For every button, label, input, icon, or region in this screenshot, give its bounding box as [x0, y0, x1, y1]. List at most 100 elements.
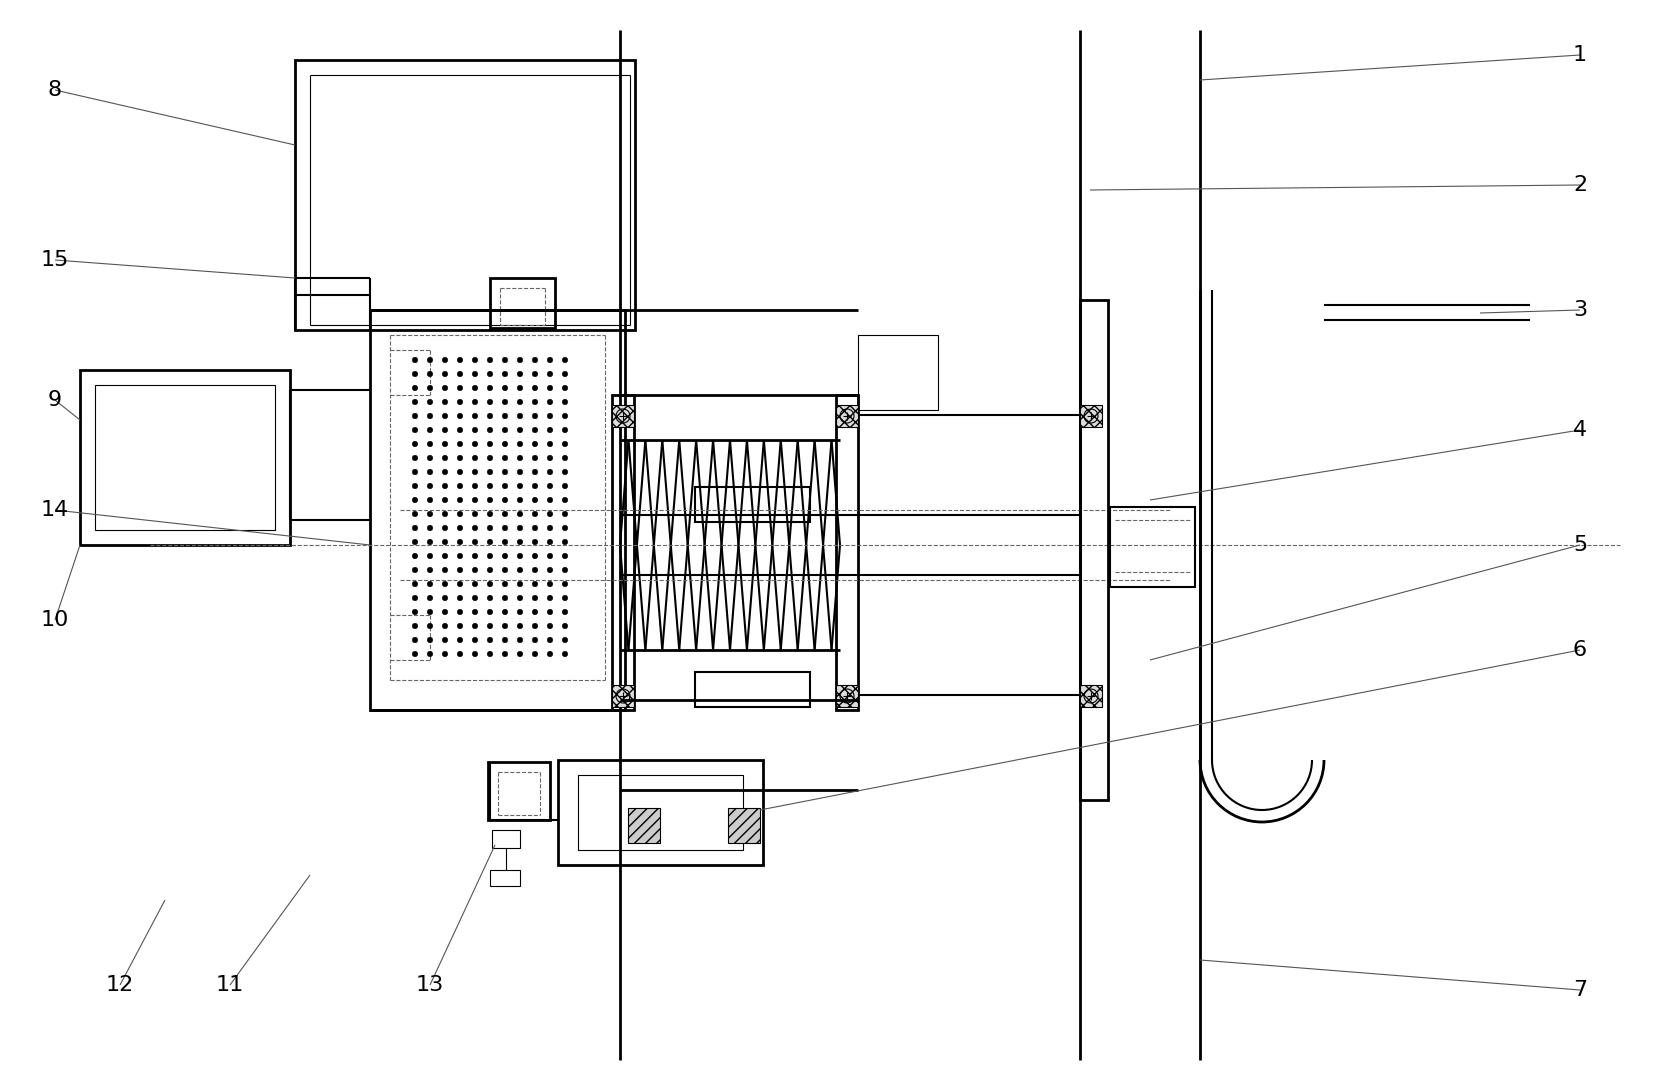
- Circle shape: [428, 539, 432, 545]
- Circle shape: [502, 497, 507, 502]
- Circle shape: [472, 455, 477, 461]
- Circle shape: [457, 427, 462, 432]
- Bar: [611, 405, 635, 427]
- Text: 6: 6: [1572, 640, 1587, 660]
- Circle shape: [502, 455, 507, 461]
- Circle shape: [442, 567, 447, 573]
- Circle shape: [532, 554, 539, 559]
- Text: 13: 13: [416, 975, 444, 995]
- Circle shape: [472, 371, 477, 377]
- Circle shape: [547, 497, 553, 502]
- Circle shape: [413, 385, 418, 391]
- Circle shape: [547, 483, 553, 489]
- Bar: [628, 808, 659, 843]
- Circle shape: [487, 357, 492, 363]
- Bar: [1080, 685, 1102, 707]
- Circle shape: [472, 385, 477, 391]
- Circle shape: [487, 427, 492, 432]
- Circle shape: [428, 525, 432, 531]
- Circle shape: [457, 371, 462, 377]
- Circle shape: [487, 400, 492, 405]
- Circle shape: [428, 455, 432, 461]
- Circle shape: [517, 624, 524, 629]
- Circle shape: [562, 483, 568, 489]
- Circle shape: [457, 624, 462, 629]
- Circle shape: [562, 357, 568, 363]
- Text: 3: 3: [1572, 300, 1587, 320]
- Circle shape: [428, 609, 432, 615]
- Circle shape: [517, 413, 524, 419]
- Circle shape: [547, 413, 553, 419]
- Circle shape: [532, 413, 539, 419]
- Circle shape: [413, 483, 418, 489]
- Circle shape: [517, 483, 524, 489]
- Circle shape: [428, 651, 432, 656]
- Circle shape: [562, 567, 568, 573]
- Circle shape: [487, 525, 492, 531]
- Text: 7: 7: [1572, 980, 1587, 1000]
- Circle shape: [457, 400, 462, 405]
- Circle shape: [487, 470, 492, 475]
- Bar: [1110, 507, 1195, 587]
- Circle shape: [457, 470, 462, 475]
- Circle shape: [472, 581, 477, 586]
- Circle shape: [413, 413, 418, 419]
- Circle shape: [547, 511, 553, 517]
- Circle shape: [428, 470, 432, 475]
- Circle shape: [487, 497, 492, 502]
- Circle shape: [502, 400, 507, 405]
- Circle shape: [547, 441, 553, 447]
- Bar: [837, 395, 858, 710]
- Circle shape: [457, 455, 462, 461]
- Circle shape: [413, 595, 418, 601]
- Circle shape: [502, 483, 507, 489]
- Circle shape: [547, 609, 553, 615]
- Circle shape: [547, 427, 553, 432]
- Bar: [694, 672, 810, 707]
- Bar: [80, 370, 290, 545]
- Text: 8: 8: [48, 80, 61, 100]
- Circle shape: [472, 567, 477, 573]
- Circle shape: [472, 427, 477, 432]
- Circle shape: [428, 624, 432, 629]
- Circle shape: [517, 581, 524, 586]
- Circle shape: [442, 539, 447, 545]
- Circle shape: [472, 624, 477, 629]
- Circle shape: [442, 483, 447, 489]
- Circle shape: [502, 511, 507, 517]
- Circle shape: [532, 385, 539, 391]
- Circle shape: [517, 539, 524, 545]
- Circle shape: [413, 371, 418, 377]
- Circle shape: [413, 357, 418, 363]
- Circle shape: [547, 385, 553, 391]
- Circle shape: [472, 413, 477, 419]
- Circle shape: [442, 638, 447, 643]
- Circle shape: [532, 525, 539, 531]
- Circle shape: [457, 497, 462, 502]
- Circle shape: [517, 497, 524, 502]
- Circle shape: [547, 371, 553, 377]
- Circle shape: [517, 470, 524, 475]
- Circle shape: [442, 441, 447, 447]
- Circle shape: [532, 581, 539, 586]
- Circle shape: [413, 470, 418, 475]
- Circle shape: [428, 385, 432, 391]
- Circle shape: [532, 638, 539, 643]
- Circle shape: [517, 371, 524, 377]
- Circle shape: [472, 638, 477, 643]
- Bar: [370, 310, 625, 710]
- Circle shape: [457, 441, 462, 447]
- Circle shape: [517, 427, 524, 432]
- Circle shape: [428, 511, 432, 517]
- Circle shape: [532, 357, 539, 363]
- Circle shape: [487, 609, 492, 615]
- Circle shape: [457, 511, 462, 517]
- Circle shape: [413, 638, 418, 643]
- Circle shape: [502, 427, 507, 432]
- Circle shape: [428, 581, 432, 586]
- Circle shape: [472, 539, 477, 545]
- Circle shape: [457, 609, 462, 615]
- Circle shape: [532, 595, 539, 601]
- Bar: [578, 775, 742, 850]
- Circle shape: [428, 554, 432, 559]
